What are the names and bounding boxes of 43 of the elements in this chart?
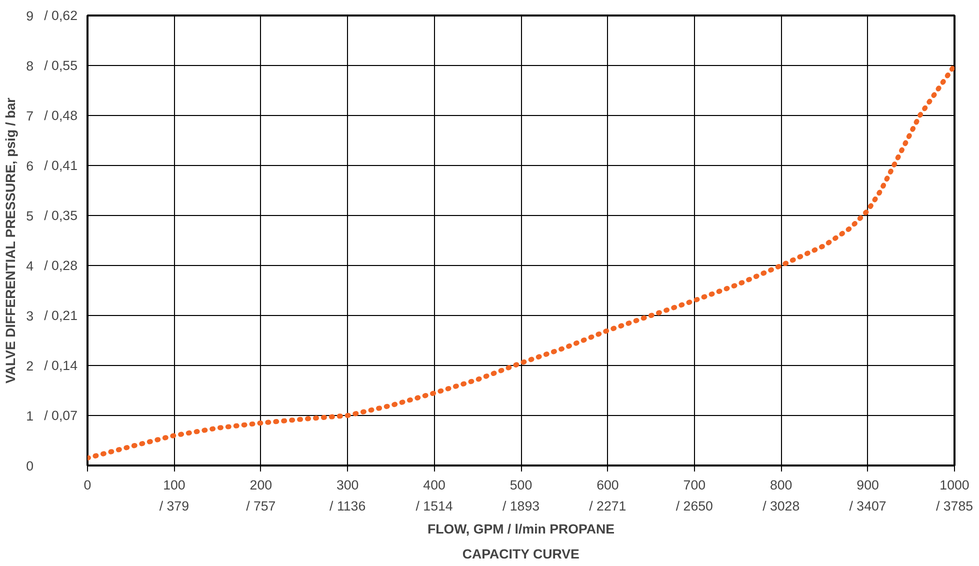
x2-tick-label: / 3785 <box>936 498 974 514</box>
y-tick-label: 2 <box>26 358 34 374</box>
y2-tick-label: / 0,41 <box>44 158 78 173</box>
y-tick-label: 9 <box>26 8 34 24</box>
y-tick-label: 8 <box>26 58 34 74</box>
y-tick-label: 7 <box>26 108 34 124</box>
y-tick-label: 6 <box>26 158 34 174</box>
x-axis-title: FLOW, GPM / l/min PROPANE <box>427 522 615 536</box>
x-tick-label: 500 <box>510 478 532 492</box>
x2-tick-label: / 379 <box>159 498 190 514</box>
y-tick-label: 4 <box>26 258 34 274</box>
x-tick-label: 0 <box>84 478 92 492</box>
x2-tick-label: / 2650 <box>676 498 713 514</box>
y2-tick-label: / 0,48 <box>44 108 78 124</box>
y-tick-label: 5 <box>26 208 34 224</box>
x-tick-label: 100 <box>163 478 186 492</box>
text: CAPACITY CURVE <box>462 546 580 562</box>
x-tick-label: 700 <box>683 478 706 492</box>
x2-tick-label: / 1136 <box>330 498 366 514</box>
y2-tick-label: / 0,28 <box>44 258 78 273</box>
y2-tick-label: / 0,14 <box>44 358 78 373</box>
y-tick-label: 3 <box>26 308 34 324</box>
x2-tick-label: / 1893 <box>502 498 540 514</box>
y-tick-label: 1 <box>26 408 34 424</box>
y-axis-title: VALVE DIFFERENTIAL PRESSURE, psig / bar <box>3 98 18 384</box>
x-tick-label: 600 <box>596 478 619 492</box>
y2-tick-label: / 0,07 <box>44 408 78 424</box>
x-tick-label: 800 <box>770 478 792 492</box>
y-tick-label: 0 <box>26 458 34 474</box>
x-tick-label: 200 <box>250 478 272 492</box>
x2-tick-label: / 757 <box>246 498 276 514</box>
x-tick-label: 400 <box>423 478 446 492</box>
x2-tick-label: / 3028 <box>762 498 800 514</box>
x-tick-label: 300 <box>336 478 359 492</box>
y2-tick-label: / 0,62 <box>44 8 78 23</box>
x-tick-label: 900 <box>856 478 879 492</box>
x-tick-label: 1000 <box>940 478 970 492</box>
y2-tick-label: / 0,35 <box>44 208 78 223</box>
x2-tick-label: / 1514 <box>416 498 454 514</box>
y2-tick-label: / 0,21 <box>44 308 78 324</box>
x2-tick-label: / 2271 <box>589 498 626 514</box>
x2-tick-label: / 3407 <box>849 498 886 514</box>
y2-tick-label: / 0,55 <box>44 58 78 73</box>
